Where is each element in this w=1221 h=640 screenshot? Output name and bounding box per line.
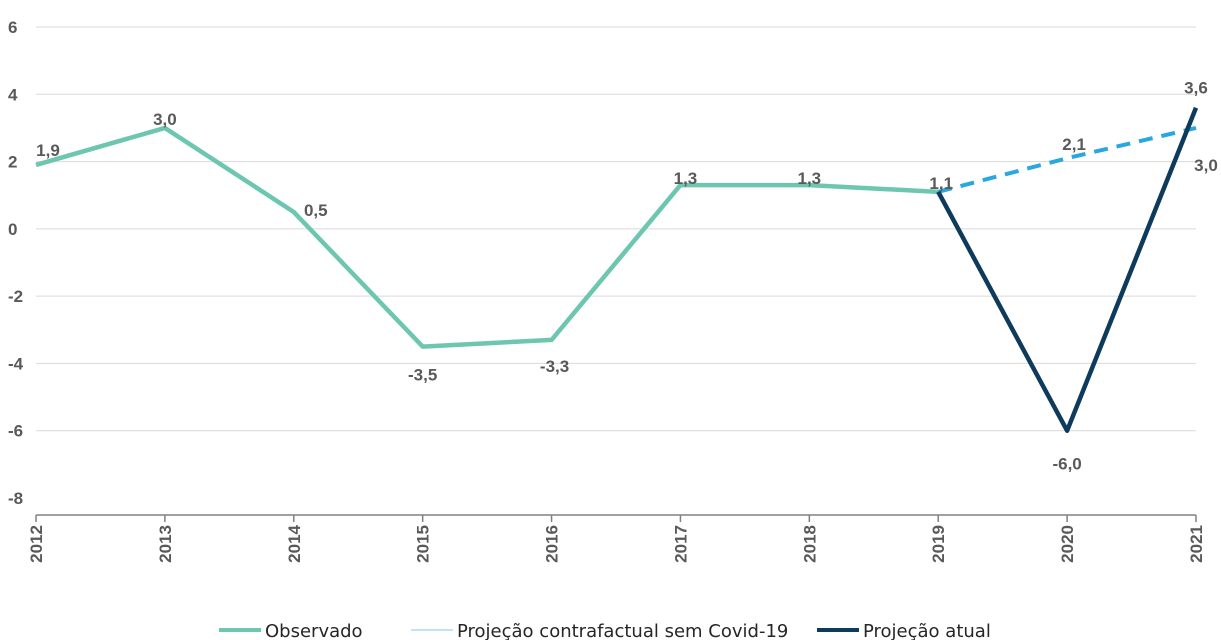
data-label: 0,5 bbox=[304, 201, 328, 220]
data-label: 3,0 bbox=[153, 110, 177, 129]
data-label: -6,0 bbox=[1052, 455, 1081, 474]
data-label: 1,3 bbox=[674, 169, 698, 188]
legend-label: Projeção atual bbox=[863, 621, 991, 640]
x-tick-label: 2014 bbox=[285, 524, 304, 562]
x-tick-label: 2015 bbox=[414, 525, 433, 563]
legend-item-3: Projeção atual bbox=[817, 621, 991, 640]
data-label: 3,6 bbox=[1184, 79, 1208, 98]
y-tick-label: -2 bbox=[8, 287, 23, 306]
data-label: 2,1 bbox=[1062, 135, 1086, 154]
x-tick-label: 2016 bbox=[543, 525, 562, 563]
data-label: 3,0 bbox=[1194, 156, 1218, 175]
data-labels: 1,9 3,0 0,5 -3,5 -3,3 1,3 1,3 1,1 2,1 3,0 -6,0 3,6 bbox=[36, 79, 1218, 474]
legend-label: Observado bbox=[265, 621, 363, 640]
x-tick-label: 2019 bbox=[929, 525, 948, 563]
legend-item-1: Observado bbox=[219, 621, 363, 640]
x-tick-label: 2020 bbox=[1058, 525, 1077, 563]
x-tick-label: 2013 bbox=[156, 525, 175, 563]
data-label: 1,3 bbox=[798, 169, 822, 188]
data-label: 1,9 bbox=[36, 141, 60, 160]
data-label: -3,3 bbox=[540, 357, 569, 376]
x-tick-label: 2012 bbox=[27, 525, 46, 563]
y-tick-label: 0 bbox=[8, 220, 17, 239]
y-axis: 6 4 2 0 -2 -4 -6 -8 bbox=[8, 18, 24, 508]
x-tick-label: 2017 bbox=[671, 525, 690, 563]
x-tick-label: 2018 bbox=[800, 525, 819, 563]
legend: Observado Projeção contrafactual sem Covi… bbox=[219, 621, 991, 640]
y-tick-label: 6 bbox=[8, 18, 17, 37]
series-lines bbox=[35, 106, 1199, 433]
series-line-3 bbox=[936, 106, 1199, 433]
legend-item-2: Projeção contrafactual sem Covid-19 bbox=[411, 621, 788, 640]
y-tick-label: 2 bbox=[8, 153, 17, 172]
data-label: -3,5 bbox=[408, 366, 437, 385]
y-tick-label: 4 bbox=[8, 85, 18, 104]
y-tick-label: -8 bbox=[8, 489, 23, 508]
y-tick-label: -4 bbox=[8, 354, 24, 373]
grid-lines bbox=[36, 26, 1196, 432]
x-axis: 2012 2013 2014 2015 2016 2017 2018 2019 2020 2021 bbox=[27, 514, 1206, 563]
series-line-1 bbox=[35, 125, 939, 349]
legend-label: Projeção contrafactual sem Covid-19 bbox=[457, 621, 788, 640]
data-label: 1,1 bbox=[929, 174, 953, 193]
x-tick-label: 2021 bbox=[1187, 525, 1206, 563]
y-tick-label: -6 bbox=[8, 422, 23, 441]
